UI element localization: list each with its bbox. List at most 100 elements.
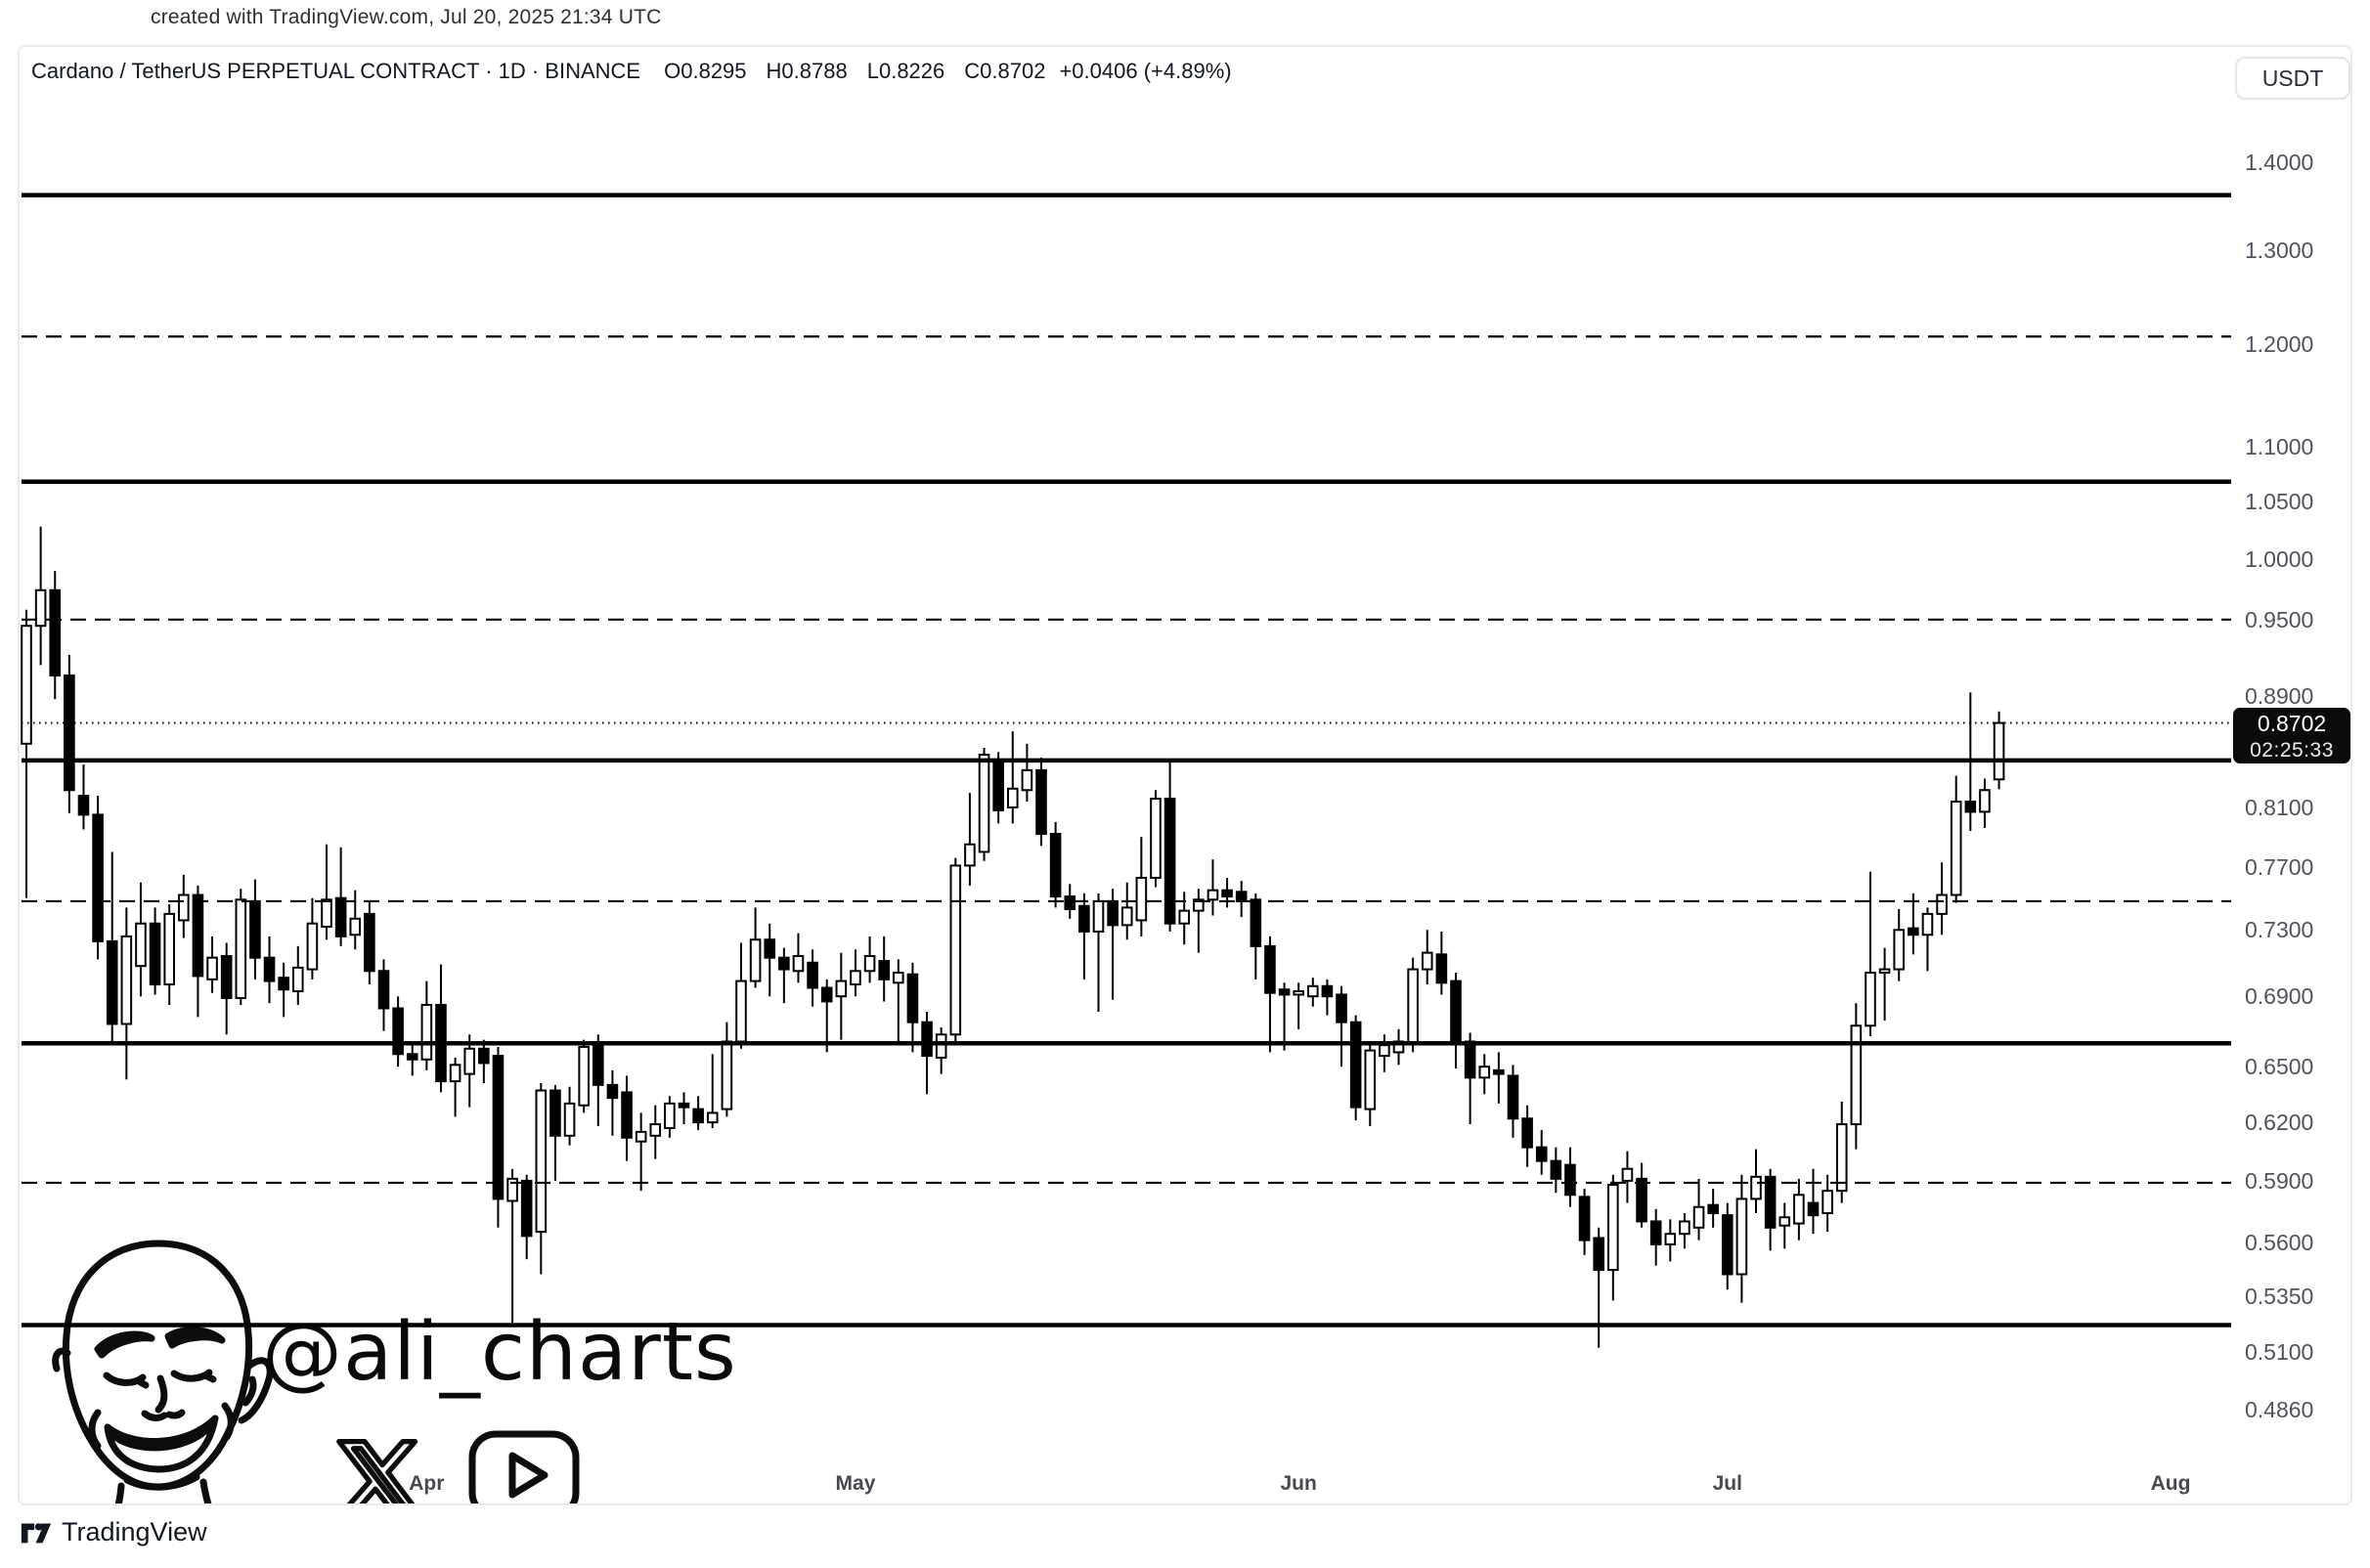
- candle: [863, 936, 876, 983]
- candle: [1750, 1149, 1762, 1214]
- candle: [778, 947, 790, 1004]
- youtube-logo-icon: [468, 1430, 580, 1503]
- candle: [1679, 1213, 1690, 1249]
- ohlc-high: H0.8788: [766, 59, 848, 83]
- candle: [1064, 884, 1076, 919]
- candle: [77, 764, 90, 830]
- candle: [306, 897, 319, 980]
- candle: [1464, 1032, 1476, 1125]
- candle: [1193, 889, 1205, 953]
- candle: [649, 1105, 662, 1159]
- candle: [935, 1027, 947, 1074]
- price-tick-label: 0.5900: [2245, 1167, 2314, 1194]
- candle: [1478, 1054, 1491, 1095]
- candle: [206, 936, 218, 993]
- candle: [1006, 731, 1019, 824]
- candle: [435, 964, 447, 1093]
- candle: [49, 571, 62, 700]
- candle: [549, 1084, 561, 1181]
- candle: [1621, 1151, 1634, 1203]
- time-tick-label: Apr: [409, 1472, 445, 1495]
- candle: [1593, 1227, 1605, 1348]
- currency-usdt-button[interactable]: USDT: [2235, 57, 2350, 100]
- candle: [1421, 930, 1433, 985]
- candle: [1979, 778, 1991, 828]
- price-tick-label: 0.8900: [2245, 683, 2314, 710]
- price-tick-label: 1.4000: [2245, 150, 2314, 176]
- candle: [92, 796, 104, 960]
- candle: [1178, 892, 1191, 945]
- tradingview-logo-icon: [21, 1522, 52, 1543]
- chart-card: Cardano / TetherUS PERPETUAL CONTRACT · …: [18, 45, 2352, 1505]
- candle: [492, 1046, 505, 1228]
- candle: [1321, 979, 1334, 1016]
- candle: [1264, 936, 1276, 1053]
- price-tick-label: 1.1000: [2245, 434, 2314, 460]
- badge-countdown: 02:25:33: [2250, 738, 2334, 762]
- candle: [1821, 1174, 1833, 1233]
- candle: [1221, 877, 1233, 908]
- candle: [1908, 893, 1919, 955]
- candle: [64, 654, 75, 813]
- horizontal-levels-layer[interactable]: [22, 193, 2231, 1328]
- candle: [120, 907, 133, 1080]
- candle: [1135, 837, 1148, 936]
- candle: [1950, 775, 1962, 903]
- ohlc-open: O0.8295: [664, 59, 747, 83]
- candle: [506, 1168, 518, 1324]
- time-tick-label: Aug: [2150, 1472, 2191, 1495]
- candle: [1120, 882, 1133, 940]
- candle: [1107, 889, 1119, 1000]
- candle: [377, 959, 390, 1031]
- watermark-handle: @ali_charts: [262, 1306, 737, 1399]
- candle: [906, 962, 919, 1053]
- price-tick-label: 0.9500: [2245, 606, 2314, 632]
- candle: [764, 923, 776, 997]
- candle: [1893, 909, 1906, 981]
- candle: [1535, 1129, 1548, 1175]
- candle: [635, 1112, 647, 1192]
- candle: [1850, 1003, 1863, 1150]
- candle: [563, 1086, 576, 1146]
- candle: [163, 904, 175, 1005]
- candle: [1435, 931, 1448, 995]
- candle: [520, 1174, 533, 1260]
- price-tick-label: 0.5350: [2245, 1283, 2314, 1309]
- candle: [1721, 1202, 1734, 1290]
- candle: [1550, 1147, 1562, 1194]
- candle: [1764, 1168, 1777, 1251]
- candle: [578, 1039, 590, 1113]
- price-tick-label: 1.0000: [2245, 546, 2314, 572]
- candle: [835, 952, 848, 1040]
- price-tick-label: 1.3000: [2245, 237, 2314, 263]
- candle: [978, 748, 990, 861]
- candle: [1865, 871, 1876, 1037]
- created-with-note: created with TradingView.com, Jul 20, 20…: [151, 6, 662, 28]
- candle: [893, 959, 904, 1046]
- candle: [1379, 1034, 1390, 1072]
- candle: [249, 879, 261, 980]
- candle: [463, 1034, 476, 1108]
- candle: [1078, 893, 1090, 980]
- candle: [1163, 760, 1176, 932]
- candle: [21, 609, 32, 898]
- candle: [1636, 1162, 1647, 1228]
- candle: [192, 885, 204, 1018]
- candlestick-chart[interactable]: [20, 47, 2352, 1505]
- price-tick-label: 1.2000: [2245, 331, 2314, 358]
- candle: [749, 907, 762, 988]
- x-logo-icon: [336, 1438, 418, 1503]
- candle: [1049, 821, 1062, 908]
- candle: [820, 979, 833, 1053]
- price-tick-label: 0.5100: [2245, 1339, 2314, 1366]
- candle: [1664, 1219, 1677, 1262]
- time-tick-label: May: [835, 1472, 876, 1495]
- candle: [349, 890, 362, 950]
- price-tick-label: 0.7300: [2245, 917, 2314, 943]
- tradingview-footer: TradingView: [20, 1517, 207, 1547]
- candle: [692, 1096, 704, 1130]
- candle: [1521, 1105, 1533, 1167]
- candle: [1793, 1178, 1805, 1241]
- candle: [1293, 982, 1304, 1029]
